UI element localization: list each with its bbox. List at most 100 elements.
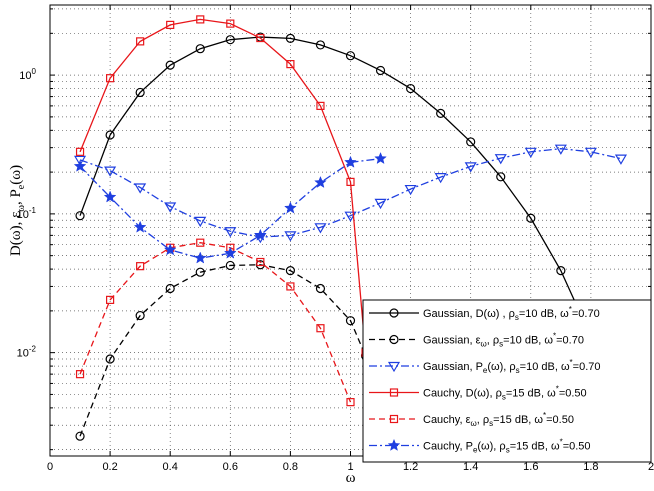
data-point (406, 83, 416, 94)
legend-label-part: ω (481, 340, 487, 349)
series-2 (75, 260, 371, 441)
y-axis-label-part: D(ω), ε (8, 212, 24, 257)
legend-entry: Cauchy, εω, ρs=15 dB, ω*=0.50 (369, 411, 574, 428)
series-1 (75, 32, 596, 342)
legend-label-part: =0.70 (572, 308, 600, 320)
legend-marker (389, 388, 399, 397)
data-point (135, 87, 145, 98)
x-tick-label: 0.2 (102, 461, 117, 473)
x-tick-label: 1.4 (463, 461, 478, 473)
y-tick-base: 10 (19, 70, 31, 82)
data-point (285, 266, 295, 276)
legend-label-part: Gaussian, D(ω) , ρ (423, 308, 515, 320)
legend-label-part: =0.70 (556, 335, 584, 347)
data-point (496, 172, 506, 182)
data-point (584, 147, 597, 159)
legend-label-part: s (499, 340, 503, 349)
legend-label-part: e (473, 446, 478, 455)
x-tick-label: 1 (347, 461, 353, 473)
legend-label-part: =15 dB, ω (493, 414, 543, 426)
legend-marker (387, 438, 401, 451)
grid (50, 5, 651, 456)
data-point (75, 147, 85, 156)
data-point (316, 101, 325, 110)
data-point (195, 44, 205, 54)
data-point (316, 324, 325, 333)
data-point (464, 162, 477, 173)
data-point (105, 130, 115, 140)
legend-entry: Cauchy, D(ω), ρs=15 dB, ω*=0.50 (369, 385, 587, 402)
data-point (105, 295, 115, 304)
data-point (286, 282, 295, 291)
data-point (194, 216, 207, 228)
data-point (614, 154, 627, 165)
legend-label: Gaussian, D(ω) , ρs=10 dB, ω*=0.70 (423, 305, 600, 322)
legend-box (362, 299, 652, 463)
legend-label-part: =10 dB, ω (503, 335, 553, 347)
series-line (79, 158, 381, 259)
data-point (256, 33, 265, 43)
data-point (105, 354, 115, 364)
x-tick-label: 2 (648, 461, 654, 473)
legend-label-part: =15 dB, ω (510, 441, 560, 453)
legend-marker (389, 334, 399, 345)
series-line (79, 148, 622, 238)
data-point (225, 260, 235, 271)
data-point (526, 213, 536, 223)
legend-label-part: (ω), ρ (487, 361, 515, 373)
legend-label-part: e (483, 366, 488, 375)
legend-entry: Gaussian, D(ω) , ρs=10 dB, ω*=0.70 (369, 305, 600, 322)
legend-marker (389, 308, 399, 318)
legend-label-part: s (502, 393, 506, 402)
data-point (134, 183, 147, 194)
legend-label-part: , ρ (487, 335, 499, 347)
legend-label: Gaussian, Pe(ω), ρs=10 dB, ω*=0.70 (423, 358, 601, 375)
data-point (315, 40, 326, 50)
legend-label: Gaussian, εω, ρs=10 dB, ω*=0.70 (423, 332, 584, 349)
legend-label-part: =0.70 (573, 361, 601, 373)
legend-marker (389, 414, 399, 424)
data-point (494, 154, 507, 165)
legend-label-part: * (556, 385, 559, 394)
data-point (524, 147, 537, 159)
data-point (196, 238, 205, 247)
plot-area (73, 15, 627, 441)
legend-label-part: s (506, 446, 510, 455)
legend-label-part: * (543, 411, 546, 420)
legend-entry: Cauchy, Pe(ω), ρs=15 dB, ω*=0.50 (369, 438, 591, 455)
data-point (375, 65, 386, 76)
y-tick-exponent: -1 (29, 206, 37, 215)
data-point (103, 190, 117, 203)
series-6 (73, 151, 387, 264)
legend-label: Cauchy, D(ω), ρs=15 dB, ω*=0.50 (423, 385, 587, 402)
data-point (466, 137, 476, 147)
data-point (226, 19, 235, 28)
data-point (133, 220, 147, 233)
data-point (286, 60, 295, 69)
data-point (193, 251, 207, 264)
data-point (75, 211, 85, 221)
legend-label-part: Cauchy, P (423, 441, 473, 453)
legend-label: Cauchy, Pe(ω), ρs=15 dB, ω*=0.50 (423, 438, 591, 455)
y-axis-label-part: , P (8, 189, 24, 205)
data-point (374, 198, 387, 210)
data-point (105, 74, 115, 83)
y-tick-base: 10 (17, 348, 29, 360)
legend-entry: Gaussian, εω, ρs=10 dB, ω*=0.70 (369, 332, 584, 349)
legend-label-part: * (569, 305, 572, 314)
legend-label-part: =0.50 (559, 388, 587, 400)
y-tick-label: 10-1 (17, 206, 37, 221)
x-axis-label: ω (346, 470, 356, 486)
y-tick-exponent: 0 (32, 67, 37, 76)
x-tick-label: 0.6 (223, 461, 238, 473)
x-tick-label: 1.8 (583, 461, 598, 473)
data-point (284, 231, 297, 242)
y-axis-label-part: e (16, 184, 27, 189)
legend-label-part: =10 dB, ω (519, 308, 569, 320)
x-tick-label: 0.4 (163, 461, 178, 473)
data-point (165, 60, 175, 70)
data-point (284, 201, 297, 214)
data-point (554, 144, 567, 155)
